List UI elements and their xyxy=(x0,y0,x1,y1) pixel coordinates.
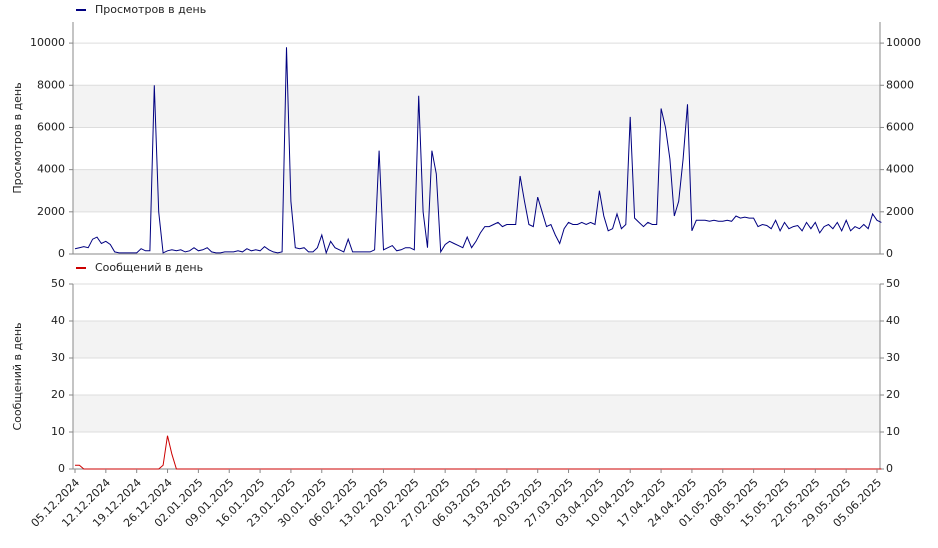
y2-tick-label: 4000 xyxy=(886,163,914,176)
y-tick-label: 20 xyxy=(51,388,65,401)
y2-tick-label: 8000 xyxy=(886,78,914,91)
y2-tick-label: 2000 xyxy=(886,205,914,218)
y-axis-label: Сообщений в день xyxy=(11,322,24,430)
y-tick-label: 10 xyxy=(51,425,65,438)
y2-tick-label: 10000 xyxy=(886,36,921,49)
y-tick-label: 8000 xyxy=(37,78,65,91)
y-axis-label: Просмотров в день xyxy=(11,82,24,193)
legend-label: Сообщений в день xyxy=(95,261,203,274)
grid-band xyxy=(73,321,880,358)
y2-tick-label: 0 xyxy=(886,247,893,260)
y-tick-label: 10000 xyxy=(30,36,65,49)
y2-tick-label: 20 xyxy=(886,388,900,401)
y-tick-label: 50 xyxy=(51,277,65,290)
y-tick-label: 0 xyxy=(58,462,65,475)
legend-label: Просмотров в день xyxy=(95,3,206,16)
y-tick-label: 30 xyxy=(51,351,65,364)
series-line xyxy=(75,435,882,470)
y-tick-label: 2000 xyxy=(37,205,65,218)
plot-area xyxy=(73,22,880,254)
series-line xyxy=(74,47,882,255)
y2-tick-label: 40 xyxy=(886,314,900,327)
y-tick-label: 40 xyxy=(51,314,65,327)
y-tick-label: 0 xyxy=(58,247,65,260)
grid-band xyxy=(73,85,880,128)
grid-band xyxy=(73,169,880,212)
y2-tick-label: 0 xyxy=(886,462,893,475)
y2-tick-label: 10 xyxy=(886,425,900,438)
grid-band xyxy=(73,395,880,432)
y2-tick-label: 30 xyxy=(886,351,900,364)
y-tick-label: 4000 xyxy=(37,163,65,176)
y2-tick-label: 6000 xyxy=(886,120,914,133)
y2-tick-label: 50 xyxy=(886,277,900,290)
plot-area xyxy=(73,284,880,469)
y-tick-label: 6000 xyxy=(37,120,65,133)
